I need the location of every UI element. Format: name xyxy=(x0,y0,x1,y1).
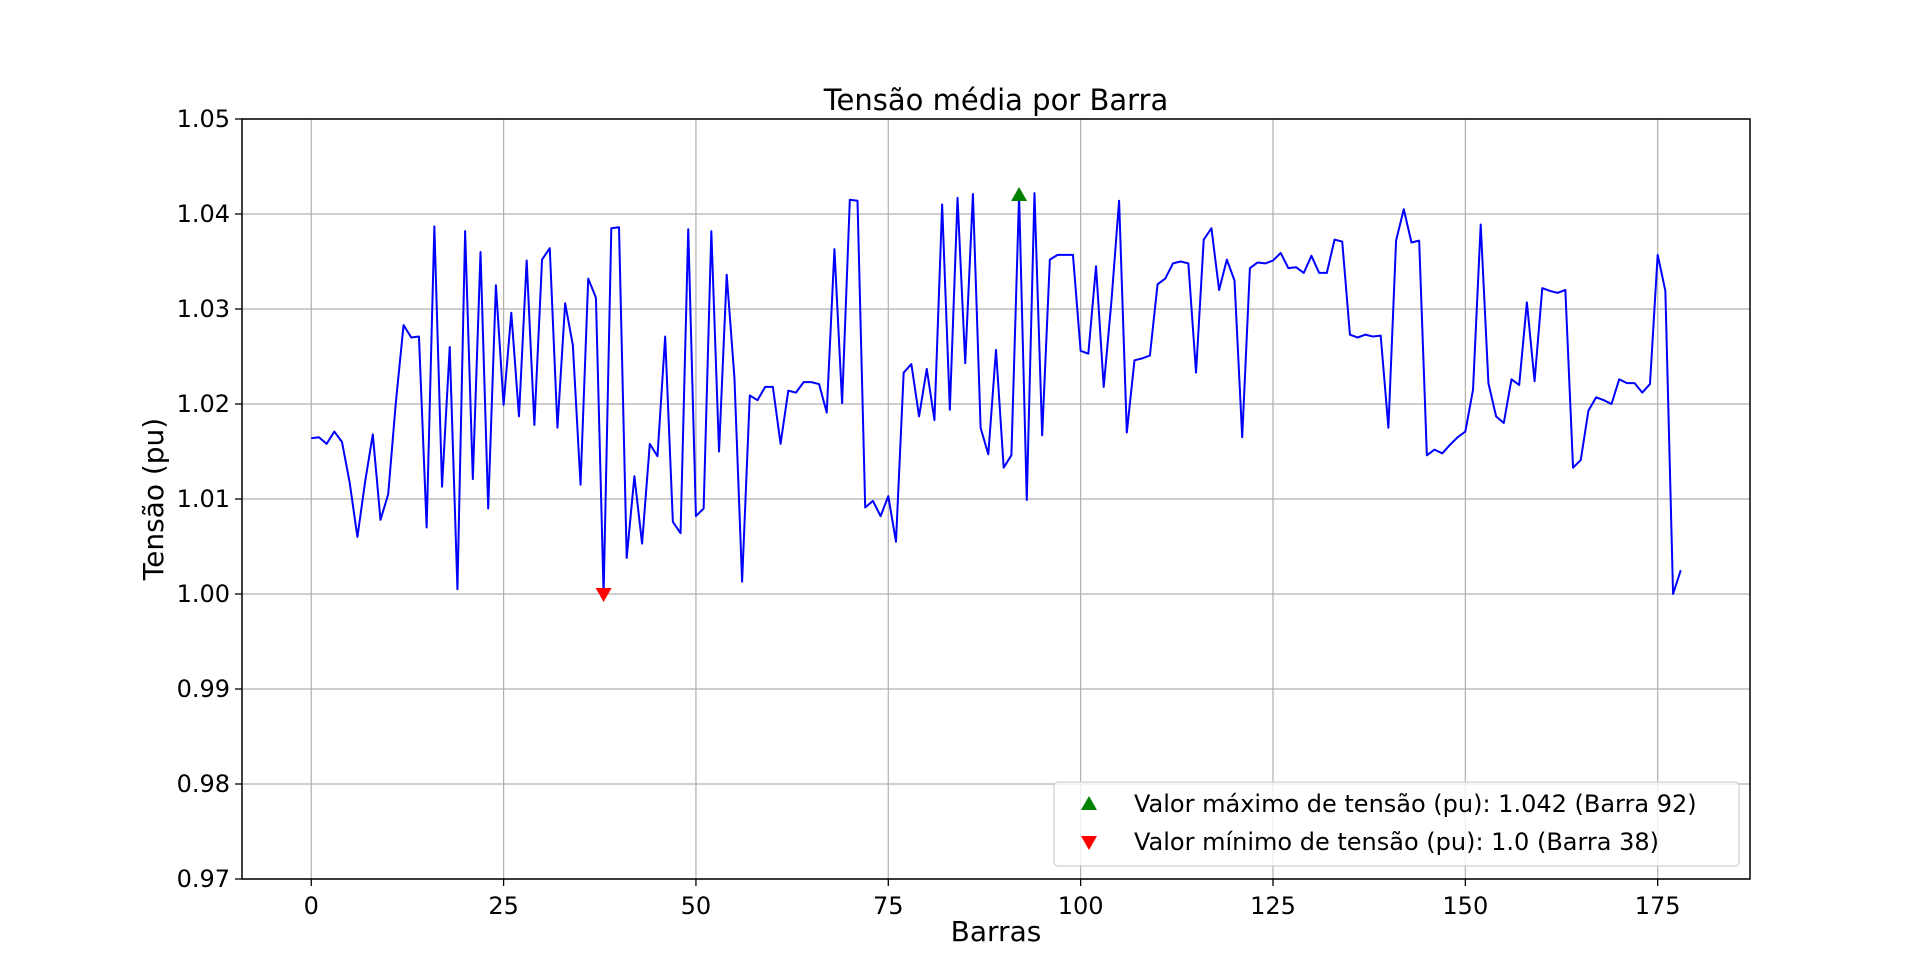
triangle-down-icon xyxy=(1081,836,1097,850)
legend-max-label: Valor máximo de tensão (pu): 1.042 (Barr… xyxy=(1134,790,1697,818)
x-axis-ticks: 0 25 50 75 100 125 150 175 xyxy=(304,879,1681,920)
y-tick-label: 1.01 xyxy=(177,485,230,513)
y-tick-label: 1.00 xyxy=(177,580,230,608)
y-axis-ticks: 0.97 0.98 0.99 1.00 1.01 1.02 1.03 1.04 1.05 xyxy=(177,105,242,893)
x-tick-label: 125 xyxy=(1250,892,1296,920)
y-axis-label: Tensão (pu) xyxy=(137,418,170,581)
min-voltage-marker xyxy=(595,588,612,602)
plot-area-frame xyxy=(241,118,1751,880)
triangle-up-icon xyxy=(1081,796,1097,810)
y-tick-label: 0.99 xyxy=(177,675,230,703)
y-tick-label: 0.98 xyxy=(177,770,230,798)
y-tick-label: 1.05 xyxy=(177,105,230,133)
y-tick-label: 1.03 xyxy=(177,295,230,323)
y-tick-label: 1.02 xyxy=(177,390,230,418)
legend-box xyxy=(1053,781,1740,867)
x-tick-label: 100 xyxy=(1058,892,1104,920)
y-tick-label: 0.97 xyxy=(177,865,230,893)
x-axis-label: Barras xyxy=(951,915,1042,948)
chart-title: Tensão média por Barra xyxy=(823,83,1168,117)
voltage-series-line xyxy=(311,192,1682,595)
legend-min-label: Valor mínimo de tensão (pu): 1.0 (Barra … xyxy=(1134,828,1659,856)
x-tick-label: 75 xyxy=(873,892,904,920)
x-tick-label: 50 xyxy=(681,892,712,920)
x-tick-label: 175 xyxy=(1635,892,1681,920)
y-tick-label: 1.04 xyxy=(177,200,230,228)
x-tick-label: 25 xyxy=(488,892,519,920)
max-voltage-marker xyxy=(1011,187,1028,201)
extreme-markers xyxy=(595,187,1028,602)
legend: Valor máximo de tensão (pu): 1.042 (Barr… xyxy=(1053,781,1740,867)
x-tick-label: 150 xyxy=(1442,892,1488,920)
x-tick-label: 0 xyxy=(304,892,319,920)
